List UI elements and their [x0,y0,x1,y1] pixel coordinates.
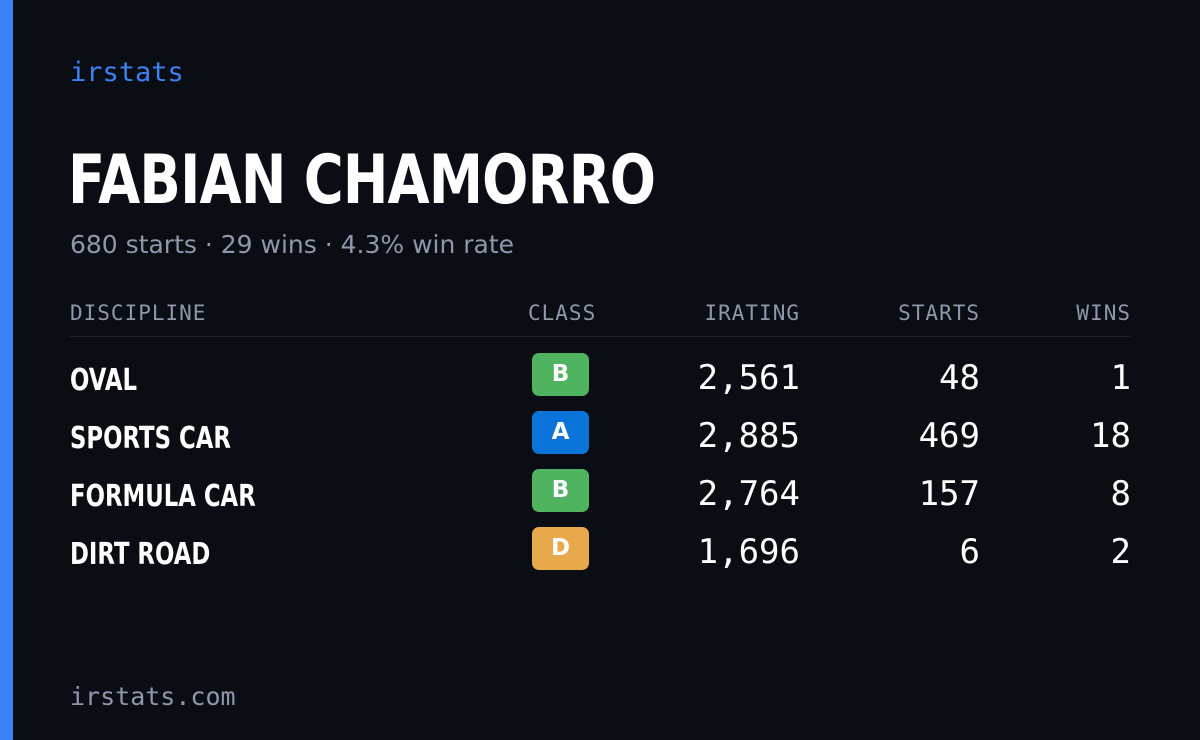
stats-table: DISCIPLINE CLASS IRATING STARTS WINS OVA… [70,298,1131,577]
starts-value: 469 [918,416,980,456]
irating-value: 2,764 [697,474,800,514]
table-body: OVAL B 2,561 48 1 SPORTS CAR A 2,885 469… [70,337,1131,577]
driver-summary: 680 starts · 29 wins · 4.3% win rate [70,230,515,259]
brand-logo-text: irstats [70,57,184,88]
accent-bar [0,0,13,740]
table-row: DIRT ROAD D 1,696 6 2 [70,511,1131,572]
table-row: OVAL B 2,561 48 1 [70,337,1131,398]
header-starts: STARTS [898,301,980,325]
wins-value: 2 [1110,532,1131,572]
discipline-name: SPORTS CAR [70,421,231,456]
header-wins: WINS [1076,301,1131,325]
header-irating: IRATING [704,301,800,325]
discipline-name: OVAL [70,363,138,398]
wins-value: 8 [1110,474,1131,514]
starts-value: 6 [959,532,980,572]
driver-name: FABIAN CHAMORRO [68,141,656,220]
header-discipline: DISCIPLINE [70,301,207,325]
irating-value: 1,696 [697,532,800,572]
table-row: FORMULA CAR B 2,764 157 8 [70,453,1131,514]
class-badge: A [532,411,589,454]
discipline-name: FORMULA CAR [70,479,256,514]
discipline-name: DIRT ROAD [70,537,211,572]
starts-value: 48 [939,358,980,398]
wins-value: 1 [1110,358,1131,398]
class-badge: D [532,527,589,570]
footer-url: irstats.com [70,682,236,711]
class-badge: B [532,469,589,512]
irating-value: 2,885 [697,416,800,456]
table-header: DISCIPLINE CLASS IRATING STARTS WINS [70,298,1131,337]
class-badge: B [532,353,589,396]
irating-value: 2,561 [697,358,800,398]
wins-value: 18 [1090,416,1131,456]
starts-value: 157 [918,474,980,514]
table-row: SPORTS CAR A 2,885 469 18 [70,395,1131,456]
header-class: CLASS [528,301,597,325]
